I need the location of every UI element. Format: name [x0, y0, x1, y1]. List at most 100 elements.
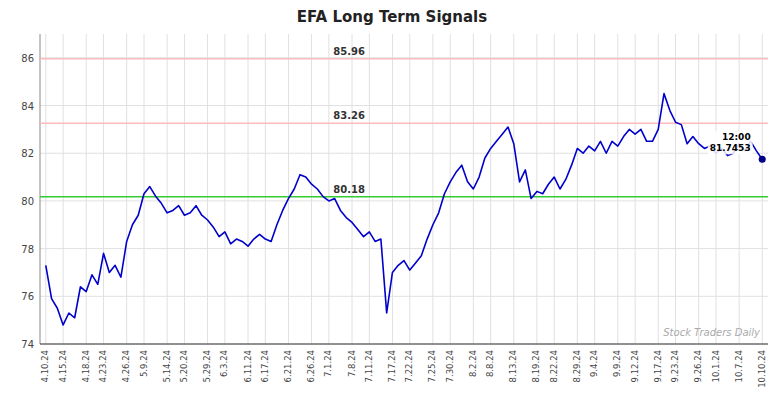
reference-line — [40, 196, 768, 198]
x-tick-label: 8.29.24 — [572, 350, 582, 382]
x-tick-label: 8.8.24 — [485, 350, 495, 377]
grid-line — [40, 105, 768, 106]
x-tick-label: 7.30.24 — [445, 350, 455, 382]
x-tick-label: 7.1.24 — [323, 350, 333, 377]
grid-line — [265, 34, 266, 344]
y-tick-label: 82 — [21, 148, 34, 159]
grid-line — [207, 34, 208, 344]
x-tick-label: 5.29.24 — [202, 350, 212, 382]
reference-label: 83.26 — [333, 110, 365, 121]
grid-line — [698, 34, 699, 344]
grid-line — [40, 153, 768, 154]
grid-line — [40, 200, 768, 201]
grid-line — [762, 34, 763, 344]
grid — [40, 34, 768, 344]
annotation: 12:0081.7453 — [708, 131, 753, 154]
x-tick-label: 5.20.24 — [179, 350, 189, 382]
annotation-text: 12:00 — [722, 132, 751, 142]
x-tick-label: 6.17.24 — [260, 350, 270, 382]
x-tick-label: 4.15.24 — [58, 350, 68, 382]
grid-line — [450, 34, 451, 344]
grid-line — [45, 34, 46, 344]
x-tick-label: 7.25.24 — [427, 350, 437, 382]
annotation-background — [708, 131, 753, 154]
grid-line — [311, 34, 312, 344]
grid-line — [716, 34, 717, 344]
x-tick-label: 7.11.24 — [364, 350, 374, 382]
grid-line — [432, 34, 433, 344]
y-tick-label: 80 — [21, 196, 34, 207]
grid-line — [554, 34, 555, 344]
plot-area — [40, 59, 768, 325]
grid-line — [739, 34, 740, 344]
grid-line — [490, 34, 491, 344]
grid-line — [86, 34, 87, 344]
x-tick-label: 10.10.24 — [757, 350, 767, 388]
x-tick-label: 8.22.24 — [549, 350, 559, 382]
reference-label: 85.96 — [333, 46, 365, 57]
x-tick-label: 9.9.24 — [612, 350, 622, 377]
y-tick-label: 74 — [21, 339, 34, 350]
grid-line — [40, 344, 768, 345]
x-tick-label: 7.8.24 — [347, 350, 357, 377]
grid-line — [144, 34, 145, 344]
grid-line — [40, 296, 768, 297]
x-tick-label: 4.18.24 — [81, 350, 91, 382]
grid-line — [675, 34, 676, 344]
y-tick-label: 84 — [21, 101, 34, 112]
chart: EFA Long Term Signals 74 76 78 80 82 84 86 4.10.… — [0, 0, 784, 398]
x-tick-label: 4.23.24 — [98, 350, 108, 382]
x-tick-label: 6.3.24 — [219, 350, 229, 377]
price-line — [46, 94, 762, 325]
grid-line — [167, 34, 168, 344]
x-axis — [40, 343, 768, 344]
grid-line — [594, 34, 595, 344]
grid-line — [617, 34, 618, 344]
x-tick-label: 8.13.24 — [508, 350, 518, 382]
grid-line — [40, 248, 768, 249]
x-tick-label: 4.10.24 — [40, 350, 50, 382]
x-tick-label: 8.19.24 — [531, 350, 541, 382]
x-tick-label: 8.2.24 — [468, 350, 478, 377]
grid-line — [224, 34, 225, 344]
grid-line — [635, 34, 636, 344]
watermark: Stock Traders Daily — [663, 327, 761, 338]
x-tick-label: 9.4.24 — [589, 350, 599, 377]
x-tick-label: 10.1.24 — [711, 350, 721, 382]
x-tick-label: 7.22.24 — [404, 350, 414, 382]
x-tick-label: 9.17.24 — [653, 350, 663, 382]
grid-line — [409, 34, 410, 344]
grid-line — [392, 34, 393, 344]
reference-line — [40, 58, 768, 60]
y-tick-label: 86 — [21, 53, 34, 64]
y-tick-label: 78 — [21, 244, 34, 255]
x-tick-label: 5.14.24 — [162, 350, 172, 382]
x-tick-label: 6.11.24 — [243, 350, 253, 382]
x-tick-label: 6.26.24 — [306, 350, 316, 382]
x-tick-label: 9.23.24 — [670, 350, 680, 382]
grid-line — [248, 34, 249, 344]
x-tick-label: 5.9.24 — [139, 350, 149, 377]
reference-label: 80.18 — [333, 184, 365, 195]
x-tick-label: 9.26.24 — [693, 350, 703, 382]
grid-line — [369, 34, 370, 344]
y-tick-label: 76 — [21, 291, 34, 302]
annotation-text: 81.7453 — [710, 143, 751, 153]
grid-line — [103, 34, 104, 344]
y-axis — [40, 34, 41, 344]
grid-line — [288, 34, 289, 344]
grid-line — [658, 34, 659, 344]
end-point — [759, 156, 766, 163]
grid-line — [184, 34, 185, 344]
grid-line — [63, 34, 64, 344]
x-tick-label: 7.17.24 — [387, 350, 397, 382]
title: EFA Long Term Signals — [297, 8, 487, 26]
x-tick-label: 10.7.24 — [734, 350, 744, 382]
x-tick-label: 6.21.24 — [283, 350, 293, 382]
grid-line — [513, 34, 514, 344]
grid-line — [40, 57, 768, 58]
grid-line — [126, 34, 127, 344]
grid-line — [577, 34, 578, 344]
grid-line — [536, 34, 537, 344]
x-tick-label: 4.26.24 — [121, 350, 131, 382]
